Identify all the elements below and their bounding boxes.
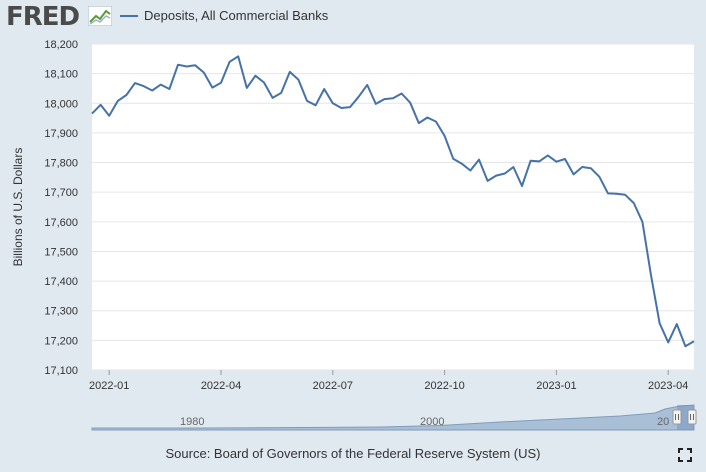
navigator-label-20: 20: [657, 416, 669, 428]
y-axis-ticks: 17,100 17,200 17,300 17,400 17,500 17,600 17,7…: [44, 39, 78, 377]
x-tick-label: 2022-10: [424, 380, 464, 392]
y-tick-label: 17,100: [44, 365, 78, 377]
header: FRED Deposits, All Commercial Banks: [0, 0, 706, 34]
x-tick-label: 2022-07: [313, 380, 353, 392]
navigator[interactable]: 1980 2000 20: [91, 404, 697, 431]
x-tick-label: 2022-04: [201, 380, 241, 392]
navigator-handle-right[interactable]: [687, 409, 697, 425]
y-tick-label: 17,800: [44, 158, 78, 170]
navigator-label-2000: 2000: [420, 416, 444, 428]
y-axis-label: Billions of U.S. Dollars: [11, 148, 25, 267]
x-tick-label: 2022-01: [89, 380, 129, 392]
source-text: Source: Board of Governors of the Federa…: [165, 446, 541, 461]
x-tick-label: 2023-01: [536, 380, 576, 392]
y-tick-label: 17,400: [44, 276, 78, 288]
plot-area: [92, 44, 694, 370]
y-tick-label: 17,300: [44, 306, 78, 318]
x-axis-ticks: 2022-01 2022-04 2022-07 2022-10 2023-01 2023-…: [89, 370, 688, 392]
y-tick-label: 17,700: [44, 187, 78, 199]
y-tick-label: 18,000: [44, 98, 78, 110]
navigator-handle-left[interactable]: [672, 409, 682, 425]
y-tick-label: 17,200: [44, 335, 78, 347]
chart-trend-icon: [88, 6, 112, 26]
x-tick-label: 2023-04: [648, 380, 688, 392]
legend-label: Deposits, All Commercial Banks: [144, 8, 329, 23]
series-line[interactable]: [91, 55, 695, 348]
y-tick-label: 17,600: [44, 217, 78, 229]
y-tick-label: 18,200: [44, 39, 78, 51]
navigator-label-1980: 1980: [180, 416, 204, 428]
legend-swatch: [120, 14, 138, 17]
y-tick-label: 17,500: [44, 246, 78, 258]
fullscreen-icon[interactable]: [678, 448, 692, 462]
grid-lines: [92, 43, 694, 371]
fred-logo[interactable]: FRED: [6, 2, 80, 32]
y-tick-label: 18,100: [44, 69, 78, 81]
chart[interactable]: 17,100 17,200 17,300 17,400 17,500 17,600 17,7…: [0, 0, 706, 440]
legend[interactable]: Deposits, All Commercial Banks: [120, 8, 328, 23]
y-tick-label: 17,900: [44, 128, 78, 140]
